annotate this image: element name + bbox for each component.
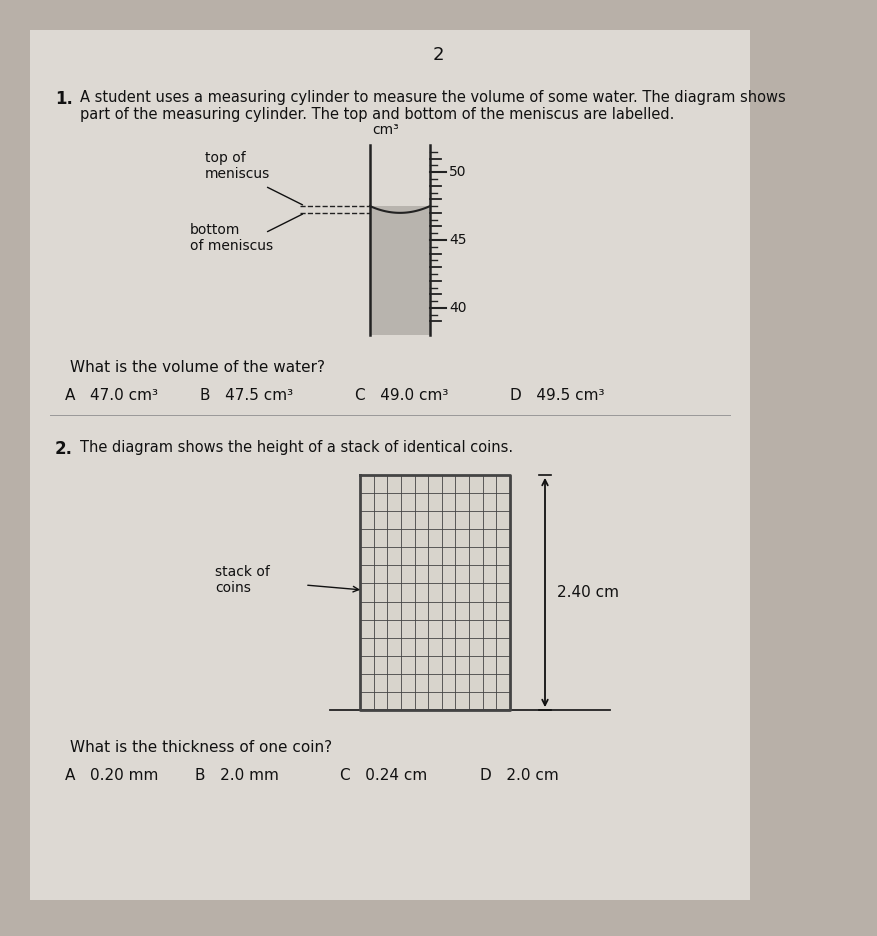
Text: 50: 50 <box>449 165 467 179</box>
Bar <box>30 30 750 900</box>
Text: 2.: 2. <box>55 440 73 458</box>
Bar <box>370 206 430 335</box>
Text: What is the volume of the water?: What is the volume of the water? <box>70 360 325 375</box>
Text: A student uses a measuring cylinder to measure the volume of some water. The dia: A student uses a measuring cylinder to m… <box>80 90 786 105</box>
Text: A   47.0 cm³: A 47.0 cm³ <box>65 388 158 403</box>
Text: C   49.0 cm³: C 49.0 cm³ <box>355 388 448 403</box>
Text: The diagram shows the height of a stack of identical coins.: The diagram shows the height of a stack … <box>80 440 513 455</box>
Text: cm³: cm³ <box>372 123 399 137</box>
Text: 2.40 cm: 2.40 cm <box>557 585 619 600</box>
Text: stack of
coins: stack of coins <box>215 565 270 595</box>
Text: 45: 45 <box>449 233 467 247</box>
Text: part of the measuring cylinder. The top and bottom of the meniscus are labelled.: part of the measuring cylinder. The top … <box>80 107 674 122</box>
Text: A   0.20 mm: A 0.20 mm <box>65 768 159 783</box>
Text: What is the thickness of one coin?: What is the thickness of one coin? <box>70 740 332 755</box>
Text: C   0.24 cm: C 0.24 cm <box>340 768 427 783</box>
Text: D   49.5 cm³: D 49.5 cm³ <box>510 388 604 403</box>
Text: 40: 40 <box>449 300 467 314</box>
Bar <box>360 475 510 710</box>
Text: bottom
of meniscus: bottom of meniscus <box>190 223 273 253</box>
Text: B   47.5 cm³: B 47.5 cm³ <box>200 388 293 403</box>
Text: 2: 2 <box>432 46 444 64</box>
Text: B   2.0 mm: B 2.0 mm <box>195 768 279 783</box>
Text: D   2.0 cm: D 2.0 cm <box>480 768 559 783</box>
Text: 1.: 1. <box>55 90 73 108</box>
Polygon shape <box>370 206 430 335</box>
Text: top of
meniscus: top of meniscus <box>205 151 270 181</box>
